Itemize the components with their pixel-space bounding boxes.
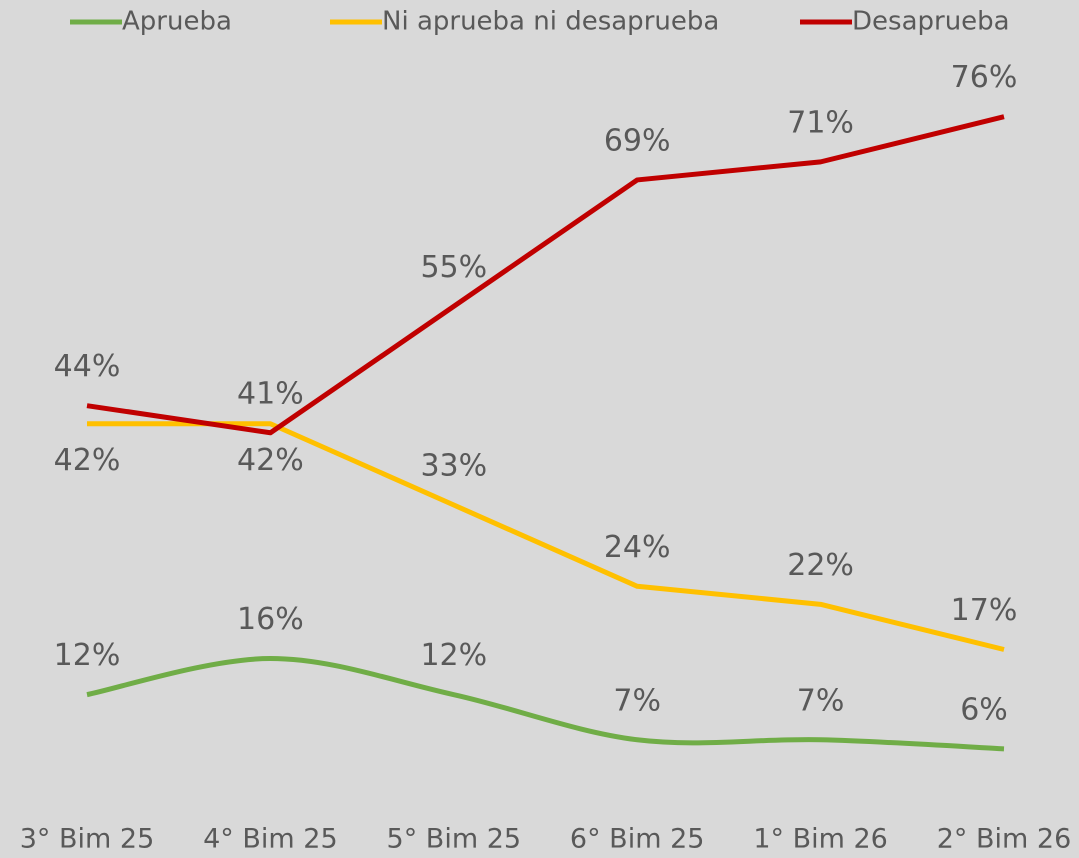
x-tick-label: 5° Bim 25	[387, 824, 522, 855]
legend-label: Desaprueba	[852, 7, 1010, 37]
data-label: 42%	[54, 443, 121, 478]
data-label: 7%	[797, 683, 845, 718]
series-line	[87, 421, 1005, 652]
series-line	[86, 114, 1005, 436]
data-label: 7%	[613, 683, 661, 718]
series-line	[86, 656, 1005, 752]
x-tick-label: 1° Bim 26	[753, 824, 888, 855]
x-tick-label: 6° Bim 25	[570, 824, 705, 855]
data-label: 69%	[604, 123, 671, 158]
legend-label: Ni aprueba ni desaprueba	[382, 7, 719, 37]
data-label: 12%	[54, 638, 121, 673]
data-label: 33%	[420, 449, 487, 484]
legend-label: Aprueba	[122, 7, 232, 37]
data-label: 24%	[604, 530, 671, 565]
data-label: 16%	[237, 602, 304, 637]
x-tick-label: 4° Bim 25	[203, 824, 338, 855]
data-label: 76%	[951, 60, 1018, 95]
data-label: 71%	[787, 105, 854, 140]
data-label: 41%	[237, 376, 304, 411]
x-tick-label: 3° Bim 25	[20, 824, 155, 855]
x-tick-label: 2° Bim 26	[937, 824, 1072, 855]
data-label: 6%	[960, 692, 1008, 727]
data-label: 22%	[787, 548, 854, 583]
data-label: 44%	[54, 349, 121, 384]
data-label: 12%	[420, 638, 487, 673]
data-label: 17%	[951, 593, 1018, 628]
data-label: 55%	[420, 250, 487, 285]
data-label: 42%	[237, 443, 304, 478]
